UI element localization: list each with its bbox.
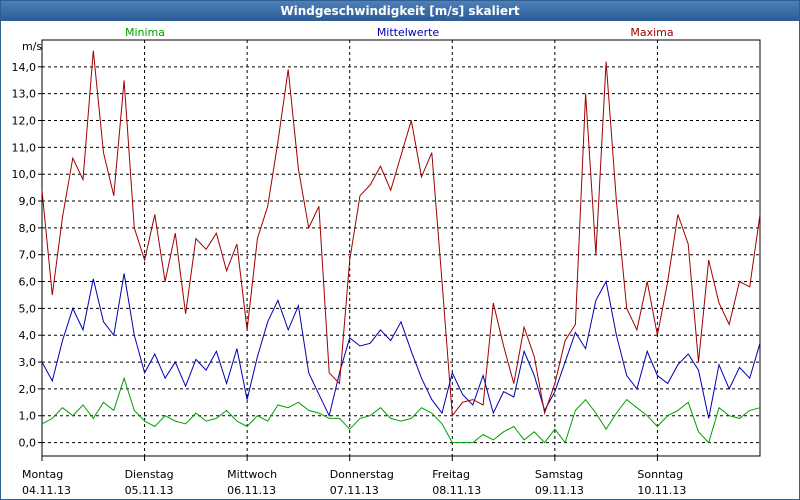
x-tick-day: Mittwoch — [227, 468, 277, 481]
plot-frame — [41, 39, 761, 457]
y-tick-label: 11,0 — [12, 141, 37, 154]
y-tick-label: 7,0 — [19, 249, 37, 262]
x-tick-day: Sonntag — [637, 468, 683, 481]
y-tick-label: 14,0 — [12, 61, 37, 74]
x-tick-day: Montag — [22, 468, 63, 481]
y-tick-label: 5,0 — [19, 302, 37, 315]
legend-maxima: Maxima — [630, 26, 673, 39]
x-tick-day: Freitag — [432, 468, 470, 481]
y-tick-label: 0,0 — [19, 437, 37, 450]
x-tick-date: 08.11.13 — [432, 484, 481, 497]
x-tick-day: Samstag — [535, 468, 583, 481]
y-tick-label: 8,0 — [19, 222, 37, 235]
x-tick-date: 09.11.13 — [535, 484, 584, 497]
y-axis-labels: 0,0 1,0 2,0 3,0 4,0 5,0 6,0 7,0 8,0 9,0 10,0 11,0 12… — [12, 61, 37, 450]
series-line-mittelwerte — [41, 273, 761, 419]
y-tick-label: 6,0 — [19, 276, 37, 289]
x-tick-day: Donnerstag — [330, 468, 394, 481]
y-tick-label: 10,0 — [12, 168, 37, 181]
y-tick-label: 13,0 — [12, 88, 37, 101]
y-tick-label: 12,0 — [12, 115, 37, 128]
legend: Minima Mittelwerte Maxima — [125, 26, 674, 39]
x-tick-day: Dienstag — [125, 468, 174, 481]
x-tick-date: 05.11.13 — [125, 484, 174, 497]
window-title: Windgeschwindigkeit [m/s] skaliert — [1, 1, 799, 21]
y-tick-label: 4,0 — [19, 329, 37, 342]
y-axis-unit: m/s — [22, 40, 42, 53]
series-line-maxima — [41, 50, 761, 418]
x-tick-date: 10.11.13 — [637, 484, 686, 497]
legend-mittelwerte: Mittelwerte — [377, 26, 440, 39]
legend-minima: Minima — [125, 26, 165, 39]
x-tick-date: 06.11.13 — [227, 484, 276, 497]
x-tick-date: 04.11.13 — [22, 484, 71, 497]
x-axis-labels: Montag 04.11.13 Dienstag 05.11.13 Mittwoch 06… — [22, 468, 686, 497]
y-tick-label: 9,0 — [19, 195, 37, 208]
y-tick-label: 1,0 — [19, 410, 37, 423]
y-tick-label: 2,0 — [19, 383, 37, 396]
series-line-minima — [41, 376, 761, 444]
grid — [38, 40, 760, 461]
x-tick-date: 07.11.13 — [330, 484, 379, 497]
y-tick-label: 3,0 — [19, 356, 37, 369]
series-lines — [41, 50, 761, 444]
